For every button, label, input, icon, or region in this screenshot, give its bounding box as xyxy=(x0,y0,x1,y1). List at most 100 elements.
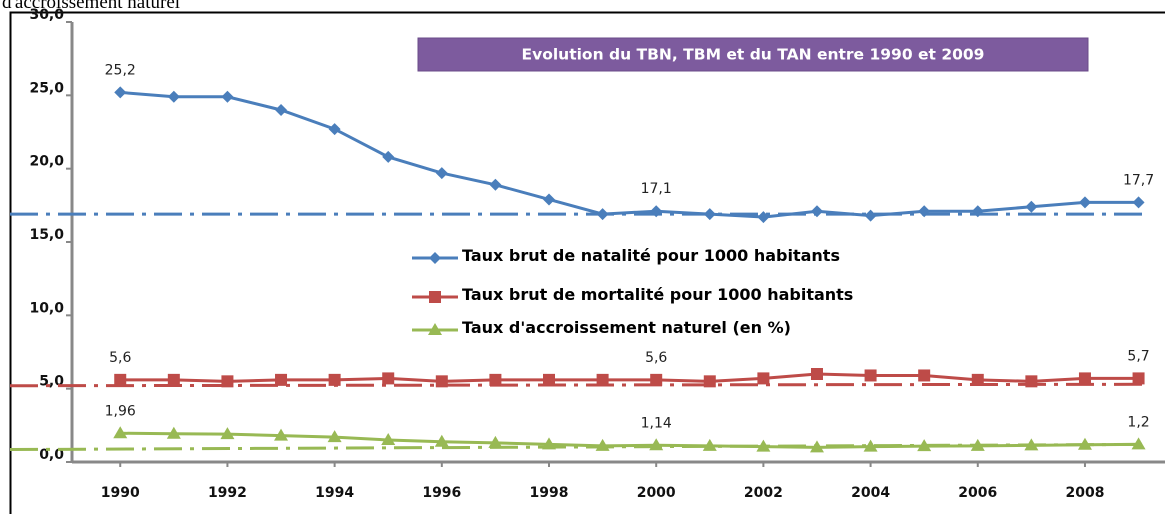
x-tick-label: 2000 xyxy=(637,485,676,501)
caption: d'accroissement naturel xyxy=(2,0,180,13)
marker xyxy=(543,373,556,386)
series-line xyxy=(120,372,1139,383)
marker xyxy=(114,373,127,386)
marker xyxy=(1077,437,1092,450)
marker xyxy=(1024,438,1039,451)
marker xyxy=(221,375,234,388)
marker xyxy=(167,373,180,386)
series-line xyxy=(120,90,1139,219)
legend-entry: Taux brut de mortalité pour 1000 habitan… xyxy=(462,286,854,304)
x-tick-label: 1998 xyxy=(530,485,569,501)
marker xyxy=(1078,372,1091,385)
marker xyxy=(274,428,289,441)
y-tick-label: 10,0 xyxy=(29,300,64,316)
y-tick-label: 25,0 xyxy=(29,80,64,96)
marker xyxy=(429,291,441,303)
marker xyxy=(220,427,235,440)
marker xyxy=(1078,196,1091,209)
marker xyxy=(542,437,557,450)
marker xyxy=(702,438,717,451)
series-line xyxy=(120,431,1139,449)
data-label: 1,14 xyxy=(641,415,672,431)
marker xyxy=(489,373,502,386)
marker xyxy=(810,368,823,380)
y-tick-label: 0,0 xyxy=(39,447,64,463)
x-tick-label: 1996 xyxy=(422,485,461,501)
marker xyxy=(703,208,716,221)
marker xyxy=(864,209,877,222)
marker xyxy=(543,193,556,206)
marker xyxy=(864,369,877,382)
marker xyxy=(809,440,824,453)
marker xyxy=(382,150,395,163)
title-box xyxy=(417,37,1089,72)
marker xyxy=(113,426,128,439)
marker xyxy=(971,205,984,218)
marker xyxy=(971,373,984,386)
data-label: 5,6 xyxy=(109,350,131,366)
x-tick-label: 2004 xyxy=(851,485,890,501)
marker xyxy=(489,178,502,191)
chart-title: Evolution du TBN, TBM et du TAN entre 19… xyxy=(522,46,985,64)
marker xyxy=(382,372,395,385)
marker xyxy=(970,438,985,451)
y-tick-label: 30,0 xyxy=(29,7,64,23)
marker xyxy=(1132,372,1145,385)
marker xyxy=(275,373,288,386)
x-tick-label: 2008 xyxy=(1065,485,1104,501)
marker xyxy=(757,211,770,224)
legend-label: Taux d'accroissement naturel (en %) xyxy=(462,319,791,337)
marker xyxy=(917,439,932,452)
marker xyxy=(756,439,771,452)
marker xyxy=(488,435,503,448)
data-label: 1,2 xyxy=(1127,414,1149,430)
marker xyxy=(327,430,342,443)
trend-line xyxy=(9,382,1151,388)
marker xyxy=(221,90,234,103)
x-tick-label: 1994 xyxy=(315,485,354,501)
marker xyxy=(863,439,878,452)
marker xyxy=(275,104,288,116)
marker xyxy=(435,167,448,180)
marker xyxy=(595,438,610,451)
marker xyxy=(918,369,931,382)
marker xyxy=(434,434,449,447)
marker xyxy=(596,208,609,221)
marker xyxy=(703,375,716,388)
legend-entry: Taux brut de natalité pour 1000 habitant… xyxy=(462,247,840,265)
data-label: 25,2 xyxy=(105,62,136,78)
marker xyxy=(918,205,931,218)
data-label: 1,96 xyxy=(105,403,136,419)
y-tick-label: 20,0 xyxy=(29,154,64,170)
y-tick-label: 15,0 xyxy=(29,227,64,243)
data-label: 17,1 xyxy=(641,181,672,197)
data-label: 5,7 xyxy=(1127,348,1149,364)
legend-label: Taux brut de natalité pour 1000 habitant… xyxy=(462,247,840,265)
marker xyxy=(649,438,664,451)
legend-entry: Taux d'accroissement naturel (en %) xyxy=(462,319,791,337)
x-tick-label: 2006 xyxy=(958,485,997,501)
marker xyxy=(114,86,127,99)
legend-label: Taux brut de mortalité pour 1000 habitan… xyxy=(462,286,854,304)
marker xyxy=(810,205,823,218)
marker xyxy=(757,372,770,385)
marker xyxy=(167,90,180,103)
x-tick-label: 1990 xyxy=(101,485,140,501)
marker xyxy=(381,433,396,445)
marker xyxy=(1025,375,1038,388)
data-label: 5,6 xyxy=(645,350,667,366)
marker xyxy=(1025,200,1038,213)
marker xyxy=(1132,196,1145,209)
marker xyxy=(650,373,663,386)
marker xyxy=(650,205,663,218)
x-tick-label: 1992 xyxy=(208,485,247,501)
marker xyxy=(328,123,341,136)
y-tick-label: 5,0 xyxy=(39,374,64,390)
marker xyxy=(166,426,181,439)
marker xyxy=(435,375,448,388)
x-tick-label: 2002 xyxy=(744,485,783,501)
marker xyxy=(1131,437,1146,450)
marker xyxy=(429,252,441,264)
marker xyxy=(328,373,341,386)
